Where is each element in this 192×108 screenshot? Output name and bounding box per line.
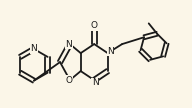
Text: N: N	[66, 40, 72, 49]
Text: N: N	[31, 44, 37, 53]
Text: N: N	[92, 78, 98, 87]
Text: O: O	[91, 21, 98, 30]
Text: O: O	[65, 76, 73, 85]
Text: N: N	[107, 47, 114, 56]
